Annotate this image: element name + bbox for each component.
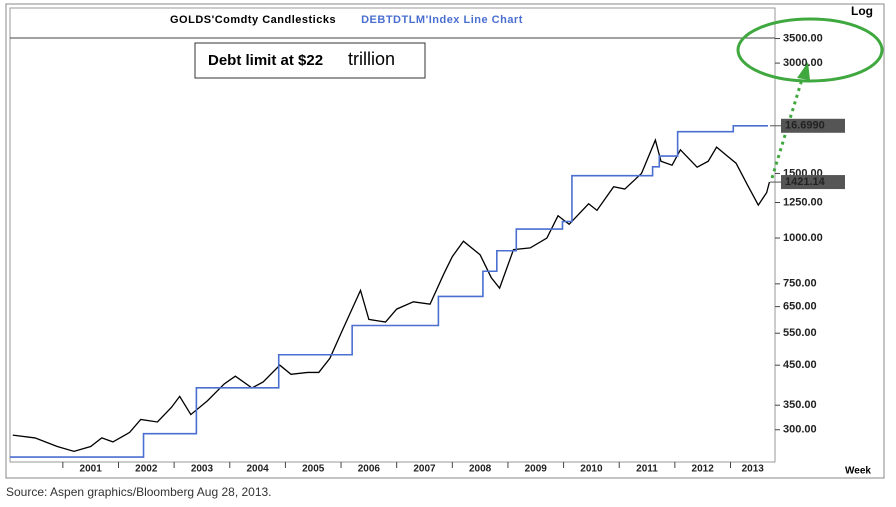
y-tick-label: 550.00 [783,327,817,339]
x-tick-label: 2007 [413,464,436,475]
x-axis-label: Week [845,466,871,477]
annotation-box [194,42,426,79]
x-tick-label: 2008 [469,464,492,475]
x-tick-label: 2013 [742,464,765,475]
y-tick-label: 3000.00 [783,57,823,69]
plot-area [9,7,776,463]
series-line [10,124,768,458]
x-tick-label: 2002 [135,464,158,475]
y-tick-label: 450.00 [783,359,817,371]
y-tick-label: 650.00 [783,301,817,313]
annotation-rest: trillion [348,49,395,69]
source: Source: Aspen graphics/Bloomberg Aug 28,… [6,485,272,499]
y-tick-label: 750.00 [783,278,817,290]
x-tick-label: 2001 [80,464,103,475]
value-label: 1421.14 [785,176,826,188]
frame [5,3,885,479]
annotation-bold: Debt limit at $22 [208,52,323,69]
y-tick-label: 350.00 [783,399,817,411]
x-tick-label: 2005 [302,464,325,475]
value-label-box [781,175,845,190]
x-tick-label: 2010 [580,464,603,475]
x-tick-label: 2009 [525,464,548,475]
highlight-ellipse [736,17,884,83]
legend-entry: DEBTDTLM'Index Line Chart [361,14,523,26]
series-line [12,138,771,452]
value-label: 16.6990 [785,120,825,132]
x-tick-label: 2003 [191,464,214,475]
legend-entry: GOLDS'Comdty Candlesticks [170,14,336,26]
y-tick-label: 1000.00 [783,232,823,244]
x-tick-label: 2004 [246,464,269,475]
x-tick-label: 2011 [636,464,658,475]
y-axis-label: Log [851,4,873,18]
value-label-box [781,118,845,133]
x-tick-label: 2006 [358,464,381,475]
y-tick-label: 1250.00 [783,196,823,208]
y-tick-label: 300.00 [783,424,817,436]
y-tick-label: 3500.00 [783,32,823,44]
x-tick-label: 2012 [692,464,715,475]
arrow-head [797,62,810,80]
